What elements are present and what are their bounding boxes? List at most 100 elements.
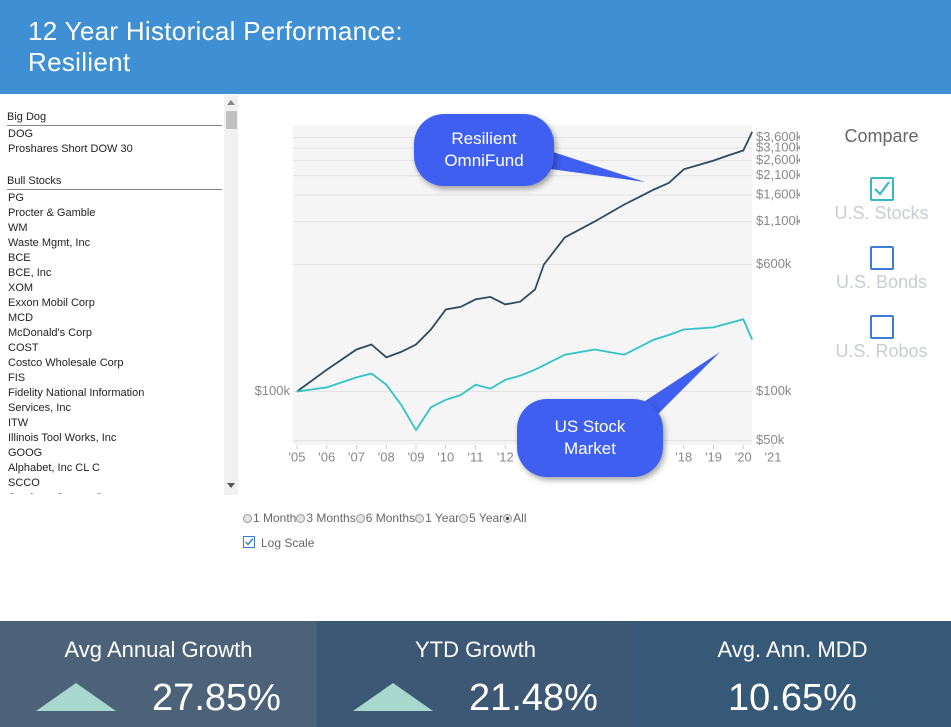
stock-item[interactable]: BCE, Inc	[8, 267, 52, 279]
compare-label: U.S. Stocks	[834, 203, 929, 223]
series-line	[296, 318, 754, 432]
y-tick-label: $100k	[756, 383, 792, 398]
stock-list[interactable]: Big Dog DOG Proshares Short DOW 30 Bull Sto…	[0, 108, 224, 494]
scroll-arrows	[227, 100, 235, 488]
stock-item[interactable]: Exxon Mobil Corp	[8, 297, 95, 309]
y-tick-label: $600k	[756, 256, 792, 271]
range-option[interactable]: 3 Months	[296, 511, 356, 525]
range-label: 3 Months	[306, 511, 356, 525]
radio[interactable]	[415, 514, 425, 523]
x-tick-label: '05	[289, 449, 306, 464]
group-header: Bull Stocks	[7, 174, 222, 190]
y-tick-label: $3,600k	[756, 129, 800, 144]
annotation-bubble	[517, 352, 720, 477]
stock-item[interactable]: ITW	[8, 417, 29, 429]
radio[interactable]	[296, 514, 306, 523]
stock-item[interactable]: Fidelity National Information Services, …	[8, 387, 145, 414]
radio[interactable]	[243, 514, 252, 523]
radio[interactable]	[355, 514, 365, 523]
stock-item[interactable]: COST	[8, 342, 39, 354]
x-tick-label: '10	[437, 449, 454, 464]
stat-tile: Avg. Ann. MDD 10.65%	[634, 621, 951, 727]
group-header: Big Dog	[7, 110, 222, 126]
annotation: US Stock Market	[554, 417, 626, 458]
stock-item[interactable]: Costco Wholesale Corp	[8, 357, 124, 369]
y-tick-label: $100k	[255, 383, 291, 398]
compare-title: Compare	[844, 126, 919, 146]
stat-label: YTD Growth	[414, 637, 537, 662]
stock-item[interactable]: Procter & Gamble	[8, 207, 96, 219]
compare-label: U.S. Bonds	[835, 272, 928, 292]
stock-item[interactable]: XOM	[8, 282, 34, 294]
stock-item[interactable]: Southern Copper Corp	[8, 491, 188, 494]
stat-tile: Avg Annual Growth 27.85%	[0, 621, 317, 727]
chart: $50k $100k $600k $1,100k $1,600k $2,100k$2,60…	[255, 114, 800, 477]
scroll-thumb[interactable]	[226, 111, 237, 129]
stock-item[interactable]: FIS	[8, 372, 26, 384]
range-label: 5 Year	[469, 511, 504, 525]
range-selector: 1 Month 3 Months 6 Months 1 Year 5 Year All	[243, 511, 527, 525]
scrollbar[interactable]	[224, 95, 238, 495]
stock-item[interactable]: Proshares Short DOW 30	[8, 143, 133, 155]
stock-item[interactable]: WM	[8, 222, 28, 234]
stats-bar: Avg Annual Growth 27.85% YTD Growth 21.48% A…	[0, 621, 951, 727]
stock-item[interactable]: McDonald's Corp	[8, 327, 93, 339]
log-scale-label: Log Scale	[261, 536, 315, 550]
stock-item[interactable]: MCD	[8, 312, 34, 324]
x-tick-label: '21	[765, 449, 782, 464]
range-option[interactable]: 1 Year	[415, 511, 459, 525]
header: 12 Year Historical Performance: Resilien…	[0, 0, 951, 94]
bubble-body	[414, 114, 554, 186]
compare-option[interactable]: U.S. Robos	[812, 315, 951, 362]
stock-item[interactable]: DOG	[8, 128, 34, 140]
stock-item[interactable]: Illinois Tool Works, Inc	[8, 432, 117, 444]
stat-value: 10.65%	[728, 677, 857, 719]
range-option[interactable]: 1 Month	[243, 511, 296, 525]
log-scale-toggle[interactable]: Log Scale	[243, 536, 314, 550]
stock-item[interactable]: BCE	[8, 252, 31, 264]
compare-option[interactable]: U.S. Bonds	[812, 246, 951, 293]
stat-value: 21.48%	[469, 677, 598, 719]
range-label: 1 Month	[253, 511, 297, 525]
x-tick-label: '12	[497, 449, 514, 464]
stock-item[interactable]: PG	[8, 192, 24, 204]
compare-option[interactable]: U.S. Stocks	[812, 177, 951, 224]
compare-label: U.S. Robos	[835, 341, 928, 361]
radio[interactable]	[459, 514, 469, 523]
x-tick-label: '09	[408, 449, 425, 464]
checkbox	[869, 315, 894, 339]
stock-item[interactable]: Alphabet, Inc CL C	[8, 462, 100, 474]
x-tick-label: '07	[348, 449, 365, 464]
range-option[interactable]: 5 Year	[459, 511, 503, 525]
y-tick-label: $1,100k	[756, 213, 800, 228]
check-mark	[873, 181, 890, 196]
y-tick-label: $3,100k	[756, 140, 800, 155]
stat-label: Avg. Ann. MDD	[717, 637, 868, 662]
checkbox	[869, 177, 894, 201]
y-tick-label: $2,600k	[756, 152, 800, 167]
stock-item[interactable]: GOOG	[8, 447, 43, 459]
compare-panel: Compare U.S. Stocks U.S. Bonds U.S. Robos	[812, 120, 951, 362]
bubble-body	[517, 399, 663, 477]
annotation-bubble	[414, 114, 645, 186]
x-tick-label: '06	[318, 449, 335, 464]
up-arrow	[36, 683, 116, 711]
x-tick-label: '11	[468, 449, 484, 464]
range-label: 1 Year	[425, 511, 460, 525]
x-tick-label: '18	[675, 449, 692, 464]
annotation: Resilient OmniFund	[444, 129, 524, 170]
range-option[interactable]: All	[503, 511, 527, 525]
range-label: All	[513, 511, 527, 525]
series-line	[296, 131, 754, 393]
y-tick-label: $50k	[756, 432, 785, 447]
range-option[interactable]: 6 Months	[355, 511, 415, 525]
stock-item[interactable]: Waste Mgmt, Inc	[8, 237, 91, 249]
page-title: 12 Year Historical Performance: Resilien…	[28, 16, 403, 77]
x-tick-label: '19	[705, 449, 722, 464]
stat-tile: YTD Growth 21.48%	[317, 621, 634, 727]
checkbox	[243, 536, 255, 548]
stock-item[interactable]: SCCO	[8, 477, 40, 489]
radio[interactable]	[503, 514, 513, 523]
x-tick-label: '20	[735, 449, 752, 464]
